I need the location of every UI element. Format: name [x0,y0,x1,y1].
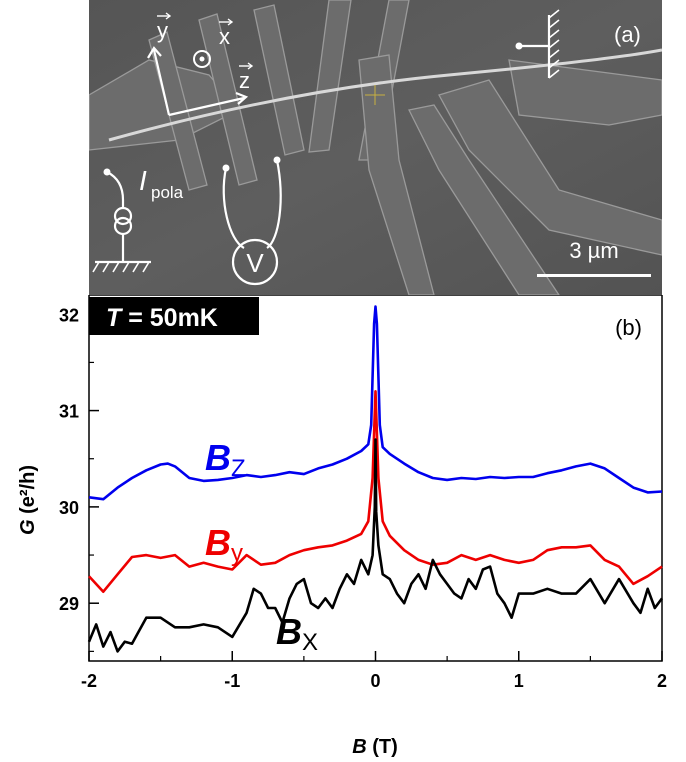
voltmeter-label: V [246,248,264,278]
axis-label-y: y [157,18,168,43]
panel-label-a: (a) [614,22,641,47]
x-axis-label-main: B [352,736,366,758]
current-label: I [139,165,147,196]
temperature-value: = 50mK [121,304,218,332]
x-tick-label: 1 [514,671,524,691]
contact-dot-top [516,43,523,50]
x-axis-dot [200,57,205,62]
panel-label-b: (b) [615,315,642,340]
x-axis-label-unit: (T) [367,736,398,758]
x-tick-label: 0 [370,671,380,691]
y-tick-label: 32 [59,305,79,325]
sem-micrograph-panel: y x z (a) I pola [89,0,662,295]
x-tick-label: -2 [81,671,97,691]
y-axis-label-unit: (e²/h) [17,465,39,519]
curve-label-bz-sub: Z [231,455,246,482]
temperature-label: T = 50mK [106,304,218,332]
y-tick-label: 30 [59,498,79,518]
curve-label-bx-sub: X [302,629,318,656]
x-tick-label: -1 [224,671,240,691]
y-tick-label: 31 [59,402,79,422]
y-tick-label: 29 [59,594,79,614]
curve-label-bx-main: B [276,611,302,652]
contact-dot-v2 [274,157,281,164]
curve-label-by-main: B [205,522,231,563]
contact-dot-current [104,169,111,176]
contact-dot-v1 [223,165,230,172]
axis-label-z: z [239,68,250,93]
y-axis-label: G (e²/h) [17,465,39,535]
scale-bar [537,274,651,277]
scale-bar-label: 3 µm [569,238,618,263]
x-tick-label: 2 [657,671,667,691]
curve-label-bz-main: B [205,437,231,478]
x-axis-label: B (T) [352,736,398,758]
curve-label-by-sub: y [231,540,243,567]
y-axis-label-main: G [17,519,39,535]
axis-label-x: x [219,24,230,49]
current-subscript: pola [151,183,184,202]
